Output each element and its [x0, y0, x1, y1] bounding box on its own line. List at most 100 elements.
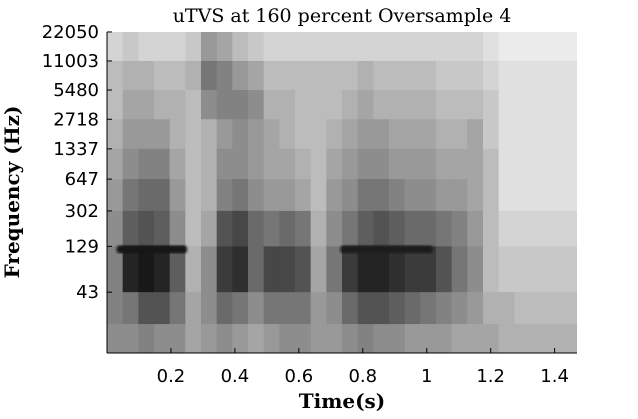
- heatmap-cell: [545, 119, 562, 150]
- y-tick-label: 22050: [42, 22, 99, 43]
- heatmap-cell: [451, 32, 468, 62]
- heatmap-cell: [357, 119, 374, 150]
- heatmap-cell: [295, 246, 312, 293]
- heatmap-cell: [498, 179, 515, 212]
- heatmap-cell: [357, 60, 374, 91]
- heatmap-cell: [530, 148, 547, 180]
- heatmap-cell: [342, 179, 359, 212]
- heatmap-cell: [232, 60, 249, 91]
- heatmap-cell: [138, 210, 155, 247]
- heatmap-cell: [436, 119, 453, 150]
- heatmap-cell: [122, 324, 139, 353]
- heatmap-cell: [263, 60, 280, 91]
- heatmap-cell: [279, 90, 296, 120]
- heatmap-cell: [530, 32, 547, 62]
- heatmap-cell: [357, 32, 374, 62]
- heatmap-cell: [122, 32, 139, 62]
- x-tick-label: 1.4: [540, 366, 569, 387]
- heatmap-cell: [295, 148, 312, 180]
- x-tick-label: 0.6: [285, 366, 314, 387]
- heatmap-cell: [467, 324, 484, 353]
- chart-title: uTVS at 160 percent Oversample 4: [173, 5, 512, 27]
- heatmap-cell: [279, 60, 296, 91]
- heatmap-cell: [420, 324, 437, 353]
- heatmap-cell: [154, 246, 171, 293]
- heatmap-cell: [138, 246, 155, 293]
- heatmap-cell: [169, 246, 186, 293]
- heatmap-cell: [467, 246, 484, 293]
- heatmap-cell: [342, 246, 359, 293]
- heatmap-cell: [138, 90, 155, 120]
- x-tick-label: 1: [421, 366, 432, 387]
- heatmap-cell: [326, 60, 343, 91]
- heatmap-cell: [404, 246, 421, 293]
- heatmap-cell: [483, 292, 500, 325]
- heatmap-cell: [404, 292, 421, 325]
- heatmap-cell: [122, 210, 139, 247]
- heatmap-cell: [389, 60, 406, 91]
- heatmap-cell: [122, 119, 139, 150]
- heatmap-cell: [545, 32, 562, 62]
- heatmap-cell: [216, 179, 233, 212]
- heatmap-cell: [122, 90, 139, 120]
- heatmap-cell: [483, 32, 500, 62]
- heatmap-cell: [483, 90, 500, 120]
- y-tick-label: 647: [65, 169, 99, 190]
- heatmap-cell: [326, 119, 343, 150]
- heatmap-cell: [107, 148, 124, 180]
- heatmap-cell: [357, 90, 374, 120]
- heatmap-cell: [436, 148, 453, 180]
- heatmap-cell: [404, 60, 421, 91]
- y-tick-label: 1337: [53, 139, 99, 160]
- heatmap-cell: [185, 210, 202, 247]
- heatmap-cell: [154, 292, 171, 325]
- heatmap-cell: [279, 119, 296, 150]
- heatmap-cell: [169, 32, 186, 62]
- heatmap-cell: [138, 179, 155, 212]
- heatmap-cell: [122, 148, 139, 180]
- y-tick-label: 5480: [53, 80, 99, 101]
- heatmap-cell: [451, 179, 468, 212]
- heatmap-cell: [373, 60, 390, 91]
- heatmap-cell: [216, 148, 233, 180]
- heatmap-cell: [107, 179, 124, 212]
- heatmap-cell: [404, 179, 421, 212]
- heatmap-cell: [263, 90, 280, 120]
- heatmap-cell: [138, 324, 155, 353]
- heatmap-cell: [138, 119, 155, 150]
- heatmap-cell: [201, 60, 218, 91]
- heatmap-cell: [545, 246, 562, 293]
- heatmap-cell: [154, 148, 171, 180]
- heatmap-cell: [232, 179, 249, 212]
- heatmap-cell: [451, 246, 468, 293]
- heatmap-cell: [232, 90, 249, 120]
- heatmap-cell: [216, 210, 233, 247]
- heatmap-cell: [483, 60, 500, 91]
- heatmap-cell: [483, 324, 500, 353]
- heatmap-cell: [545, 148, 562, 180]
- heatmap-cell: [295, 324, 312, 353]
- heatmap-cell: [373, 32, 390, 62]
- heatmap-cell: [436, 292, 453, 325]
- heatmap-cell: [389, 148, 406, 180]
- formant-band-mid: [340, 245, 434, 254]
- formant-band-low: [116, 245, 187, 254]
- heatmap-cell: [467, 60, 484, 91]
- heatmap-cell: [154, 60, 171, 91]
- heatmap-cell: [561, 90, 577, 120]
- heatmap-cell: [389, 32, 406, 62]
- heatmap-cell: [216, 324, 233, 353]
- heatmap-cell: [232, 210, 249, 247]
- heatmap-cell: [248, 179, 265, 212]
- heatmap-cell: [436, 60, 453, 91]
- heatmap-cell: [561, 324, 577, 353]
- heatmap-cell: [389, 90, 406, 120]
- heatmap-cell: [373, 179, 390, 212]
- heatmap-cell: [248, 246, 265, 293]
- heatmap-cell: [326, 324, 343, 353]
- heatmap-cell: [326, 179, 343, 212]
- heatmap-cell: [216, 119, 233, 150]
- heatmap-cell: [138, 60, 155, 91]
- heatmap-cell: [263, 246, 280, 293]
- heatmap-cell: [310, 179, 327, 212]
